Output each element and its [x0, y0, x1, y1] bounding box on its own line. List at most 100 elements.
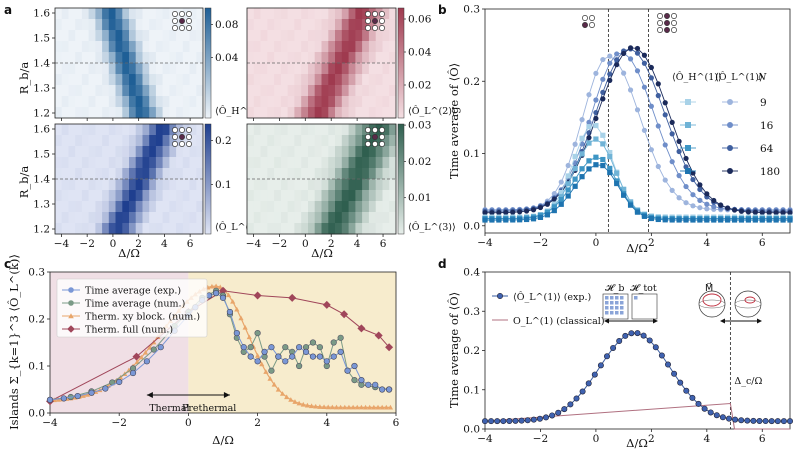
heatmap-cell [88, 85, 96, 97]
heatmap-cell [247, 85, 255, 97]
heatmap-cell [247, 63, 255, 75]
heatmap-cell [149, 157, 157, 169]
heatmap-cell [61, 223, 69, 235]
b-series-point [697, 197, 703, 203]
heatmap-cell [115, 107, 123, 119]
b-series-point [676, 148, 682, 155]
heatmap-cell [81, 146, 90, 158]
heatmap-cell [169, 223, 177, 235]
b-series-point [489, 217, 495, 223]
heatmap-cell [301, 96, 309, 108]
heatmap-cell [328, 19, 336, 31]
b-series-point [669, 119, 675, 126]
bloch-equator [734, 299, 762, 309]
d-legend-text: O_L^(1) (classical) [513, 316, 605, 327]
heatmap-cell [341, 19, 350, 31]
heatmap-cell [108, 179, 116, 191]
heatmap-cell [247, 157, 255, 169]
heatmap-cell [155, 124, 164, 136]
heatmap-cell [95, 124, 103, 136]
heatmap-cell [61, 8, 69, 20]
d-inset-block [634, 296, 638, 300]
heatmap-cell [108, 30, 116, 42]
c-legend-text: Time average (num.) [85, 299, 185, 310]
heatmap-cell [294, 157, 302, 169]
b-series-line [485, 138, 790, 219]
d-exp-point [732, 416, 739, 423]
heatmap-cell [301, 168, 309, 180]
heatmap-cell [135, 85, 143, 97]
heatmap-cell [355, 179, 363, 191]
heatmap-cell [382, 201, 390, 213]
c-xy-point [217, 284, 223, 290]
heatmap-cell [162, 74, 170, 86]
heatmap-cell [389, 146, 397, 158]
heatmap-cell [108, 85, 116, 97]
heatmap-cell [155, 74, 164, 86]
heatmap-cell [55, 52, 63, 64]
heatmap-cell [122, 135, 130, 147]
lattice-site [179, 11, 185, 17]
heatmap-cell [88, 8, 96, 20]
heatmap-cell [108, 52, 116, 64]
heatmap-cell [368, 107, 377, 119]
heatmap-cell [247, 190, 255, 202]
d-exp-point [713, 412, 720, 419]
d-legend-text: ⟨Ô_L^(1)⟩ (exp.) [513, 291, 591, 303]
heatmap-cell [135, 30, 143, 42]
c-full-point [385, 343, 394, 352]
b-series-point [773, 210, 779, 216]
heatmap-cell [182, 201, 190, 213]
heatmap-cell [169, 96, 177, 108]
heatmap-cell [260, 146, 268, 158]
heatmap-cell [253, 63, 262, 75]
heatmap-cell [294, 124, 302, 136]
heatmap-cell [55, 168, 63, 180]
d-xlabel: Δ/Ω [626, 436, 648, 450]
heatmap-cell [169, 146, 177, 158]
heatmap-cell [75, 168, 83, 180]
heatmap-cell [314, 107, 322, 119]
heatmap-cell [162, 124, 170, 136]
b-series-point [579, 135, 585, 141]
c-ylabel: Islands Σ_{k=1}^3 ⟨Ô_L^(k)⟩ [7, 254, 21, 430]
axes-frame [484, 8, 791, 234]
heatmap-cell [267, 30, 275, 42]
heatmap-cell [294, 201, 302, 213]
heatmap-cell [335, 168, 343, 180]
c-full-point [357, 324, 366, 333]
panel-label-a: a [4, 3, 12, 17]
b-legend-col2: ⟨Ô_L^(1)⟩ [715, 71, 763, 83]
b-series-point [586, 158, 592, 164]
heatmap-cell [155, 30, 164, 42]
b-series-point [607, 77, 613, 83]
b-series-point [551, 207, 557, 214]
c-xy-point [263, 369, 269, 374]
heatmap-cell [280, 212, 289, 224]
heatmap-cell [321, 124, 329, 136]
d-exp-point [689, 394, 696, 401]
heatmap-cell [155, 146, 164, 158]
heatmap-cell [308, 19, 316, 31]
heatmap-cell [55, 63, 63, 75]
c-arrow-head-right [223, 392, 230, 398]
d-inset-arrow-head [720, 318, 725, 324]
b-series-point [725, 205, 731, 211]
heatmap-cell [122, 212, 130, 224]
y-tick-label: 0.2 [463, 76, 480, 88]
heatmap-cell [149, 30, 157, 42]
b-series-point [662, 142, 668, 148]
heatmap-cell [142, 157, 150, 169]
b-series-point [718, 217, 724, 223]
heatmap-cell [328, 135, 336, 147]
c-exp-point [226, 308, 234, 316]
heatmap-cell [328, 107, 336, 119]
heatmap-cell [61, 201, 69, 213]
y-tick-label: 1.6 [33, 124, 50, 136]
heatmap-cell [321, 41, 329, 53]
heatmap-cell [348, 223, 356, 235]
heatmap-cell [189, 223, 197, 235]
heatmap-cell [287, 157, 295, 169]
heatmap-cell [115, 96, 123, 108]
x-tick-label: 2 [135, 238, 142, 250]
